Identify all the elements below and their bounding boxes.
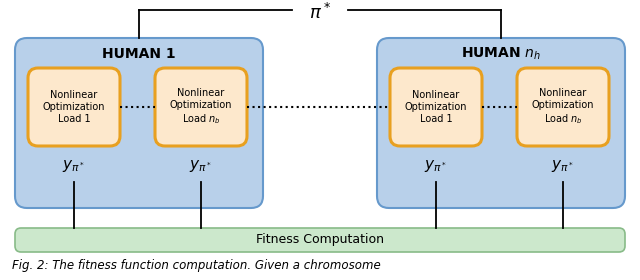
FancyBboxPatch shape <box>28 68 120 146</box>
Text: HUMAN $n_h$: HUMAN $n_h$ <box>461 46 541 62</box>
FancyBboxPatch shape <box>517 68 609 146</box>
Text: $\pi^*$: $\pi^*$ <box>309 3 331 23</box>
Text: Fig. 2: The fitness function computation. Given a chromosome: Fig. 2: The fitness function computation… <box>12 260 381 272</box>
FancyBboxPatch shape <box>155 68 247 146</box>
Text: Nonlinear
Optimization
Load $n_b$: Nonlinear Optimization Load $n_b$ <box>532 88 595 126</box>
Text: $y_{\pi^*}$: $y_{\pi^*}$ <box>62 158 86 174</box>
FancyBboxPatch shape <box>15 38 263 208</box>
Text: Nonlinear
Optimization
Load $n_b$: Nonlinear Optimization Load $n_b$ <box>170 88 232 126</box>
Text: $y_{\pi^*}$: $y_{\pi^*}$ <box>189 158 212 174</box>
Text: Nonlinear
Optimization
Load 1: Nonlinear Optimization Load 1 <box>404 90 467 123</box>
Text: HUMAN 1: HUMAN 1 <box>102 47 176 61</box>
FancyBboxPatch shape <box>15 228 625 252</box>
FancyBboxPatch shape <box>390 68 482 146</box>
Text: Fitness Computation: Fitness Computation <box>256 234 384 246</box>
FancyBboxPatch shape <box>377 38 625 208</box>
Text: $y_{\pi^*}$: $y_{\pi^*}$ <box>552 158 575 174</box>
Text: Nonlinear
Optimization
Load 1: Nonlinear Optimization Load 1 <box>43 90 105 123</box>
Text: $y_{\pi^*}$: $y_{\pi^*}$ <box>424 158 447 174</box>
